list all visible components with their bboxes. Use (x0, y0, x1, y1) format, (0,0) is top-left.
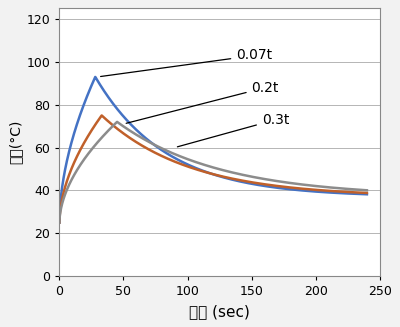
X-axis label: 시간 (sec): 시간 (sec) (189, 304, 250, 319)
Text: 0.07t: 0.07t (100, 48, 272, 77)
Text: 0.3t: 0.3t (177, 113, 289, 147)
Y-axis label: 온도(°C): 온도(°C) (8, 120, 22, 164)
Text: 0.2t: 0.2t (126, 80, 279, 123)
